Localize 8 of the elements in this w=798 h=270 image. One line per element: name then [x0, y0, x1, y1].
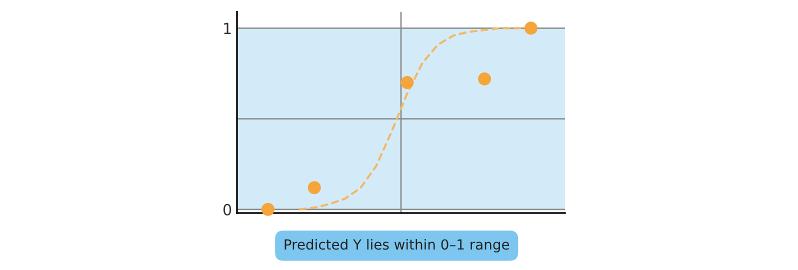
y-tick-label: 1	[224, 22, 231, 34]
point	[478, 72, 492, 86]
point	[308, 181, 321, 194]
point	[400, 76, 414, 90]
text: Predicted Y lies within 0–1 range	[284, 238, 510, 252]
point	[524, 22, 538, 35]
point	[261, 202, 274, 216]
y-tick-label: 0	[223, 204, 232, 216]
